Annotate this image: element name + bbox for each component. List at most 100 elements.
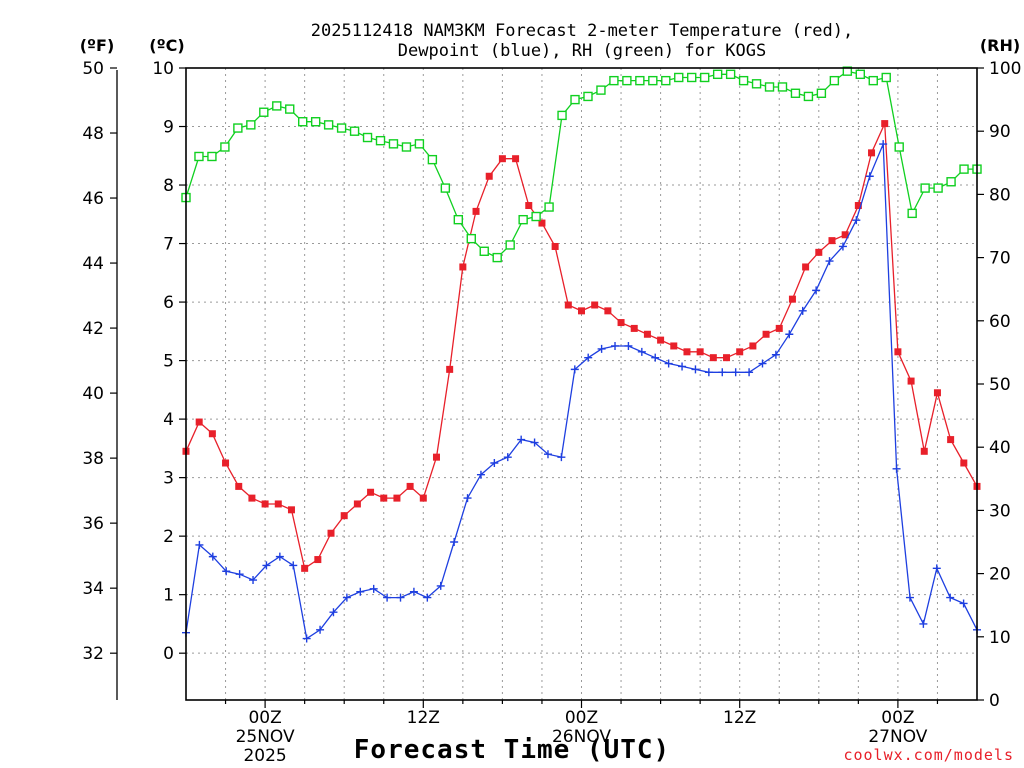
dewpoint-point	[825, 257, 834, 266]
temperature-point	[367, 488, 375, 496]
temperature-point	[380, 494, 388, 502]
rh-point	[388, 139, 399, 149]
temperature-point	[854, 202, 862, 210]
dewpoint-point	[329, 608, 338, 617]
dewpoint-point	[396, 593, 405, 602]
temperature-point	[788, 295, 796, 303]
dewpoint-point	[289, 561, 298, 570]
dewpoint-point	[450, 538, 459, 546]
temperature-point	[643, 330, 651, 338]
dewpoint-point	[557, 453, 566, 462]
rh-point	[194, 151, 204, 162]
rh-tick-label: 20	[989, 565, 1011, 585]
temperature-point	[498, 155, 506, 163]
dewpoint-point	[356, 587, 365, 596]
temperature-point	[274, 500, 282, 508]
rh-point	[375, 135, 386, 146]
dewpoint-point	[704, 368, 713, 377]
rh-point	[362, 132, 373, 143]
rh-point	[246, 120, 256, 130]
temperature-point	[485, 172, 493, 180]
temperature-point	[723, 354, 731, 362]
celsius-tick-label: 7	[163, 235, 174, 255]
rh-point	[220, 142, 230, 152]
rh-tick-label: 60	[989, 312, 1011, 332]
rh-point	[674, 72, 684, 83]
dewpoint-point	[624, 341, 633, 350]
temperature-point	[683, 348, 691, 356]
temperature-point	[630, 324, 638, 332]
temperature-point	[222, 459, 230, 467]
rh-point	[518, 214, 528, 225]
dewpoint-point	[651, 353, 660, 362]
rh-point	[751, 79, 762, 89]
time-tick-label: 12Z	[407, 708, 440, 728]
fahrenheit-axis-unit: (ºF)	[80, 36, 115, 55]
rh-point	[583, 91, 593, 102]
temperature-point	[551, 242, 559, 250]
rh-point	[842, 66, 853, 76]
dewpoint-point	[476, 470, 485, 479]
year-label: 2025	[243, 746, 286, 766]
celsius-tick-label: 1	[163, 586, 174, 606]
celsius-tick-label: 10	[152, 59, 174, 79]
temperature-point	[248, 494, 256, 502]
dewpoint-point	[959, 599, 968, 608]
temperature-point	[340, 512, 348, 520]
rh-point	[855, 69, 865, 80]
rh-tick-label: 80	[989, 185, 1011, 205]
rh-point	[648, 75, 658, 86]
temperature-point	[907, 377, 915, 385]
rh-tick-label: 70	[989, 249, 1011, 269]
rh-point	[233, 123, 243, 133]
temperature-point	[393, 494, 401, 502]
dewpoint-point	[262, 561, 271, 570]
rh-point	[466, 233, 476, 244]
rh-point	[816, 88, 827, 98]
temperature-point	[709, 354, 717, 362]
date-label: 27NOV	[868, 727, 927, 747]
dewpoint-point	[919, 619, 928, 628]
dewpoint-point	[932, 564, 941, 573]
rh-point	[907, 208, 917, 219]
temperature-point	[749, 342, 757, 350]
dewpoint-point	[637, 347, 646, 356]
plot-frame	[185, 67, 978, 701]
dewpoint-point	[503, 453, 512, 462]
dewpoint-point	[302, 634, 311, 643]
temperature-point	[815, 248, 823, 256]
dewpoint-point	[678, 362, 687, 371]
dewpoint-point	[570, 365, 579, 374]
rh-point	[336, 123, 347, 133]
temperature-point	[894, 348, 902, 356]
fahrenheit-tick-label: 50	[82, 59, 104, 79]
dewpoint-point	[838, 242, 847, 251]
rh-point	[531, 211, 541, 222]
rh-point	[259, 107, 269, 117]
temperature-point	[947, 436, 955, 444]
celsius-tick-label: 5	[163, 352, 174, 372]
dewpoint-point	[892, 464, 901, 473]
celsius-tick-label: 0	[163, 644, 174, 664]
rh-point	[414, 139, 425, 149]
dewpoint-point	[222, 567, 231, 576]
temperature-point	[696, 348, 704, 356]
temperature-point	[301, 564, 309, 572]
temperature-point	[802, 263, 810, 271]
temperature-point	[960, 459, 968, 467]
rh-point	[557, 110, 567, 121]
temperature-point	[538, 219, 546, 227]
dewpoint-point	[316, 625, 325, 634]
fahrenheit-tick-label: 44	[82, 254, 104, 274]
dewpoint-line	[185, 143, 978, 640]
temperature-point	[775, 324, 783, 332]
rh-point	[401, 142, 412, 152]
rh-point	[609, 75, 619, 86]
date-label: 25NOV	[236, 727, 295, 747]
rh-point	[738, 75, 749, 86]
rh-point	[453, 214, 464, 225]
celsius-tick-label: 2	[163, 527, 174, 547]
dewpoint-point	[543, 450, 552, 459]
rh-point	[725, 69, 736, 80]
